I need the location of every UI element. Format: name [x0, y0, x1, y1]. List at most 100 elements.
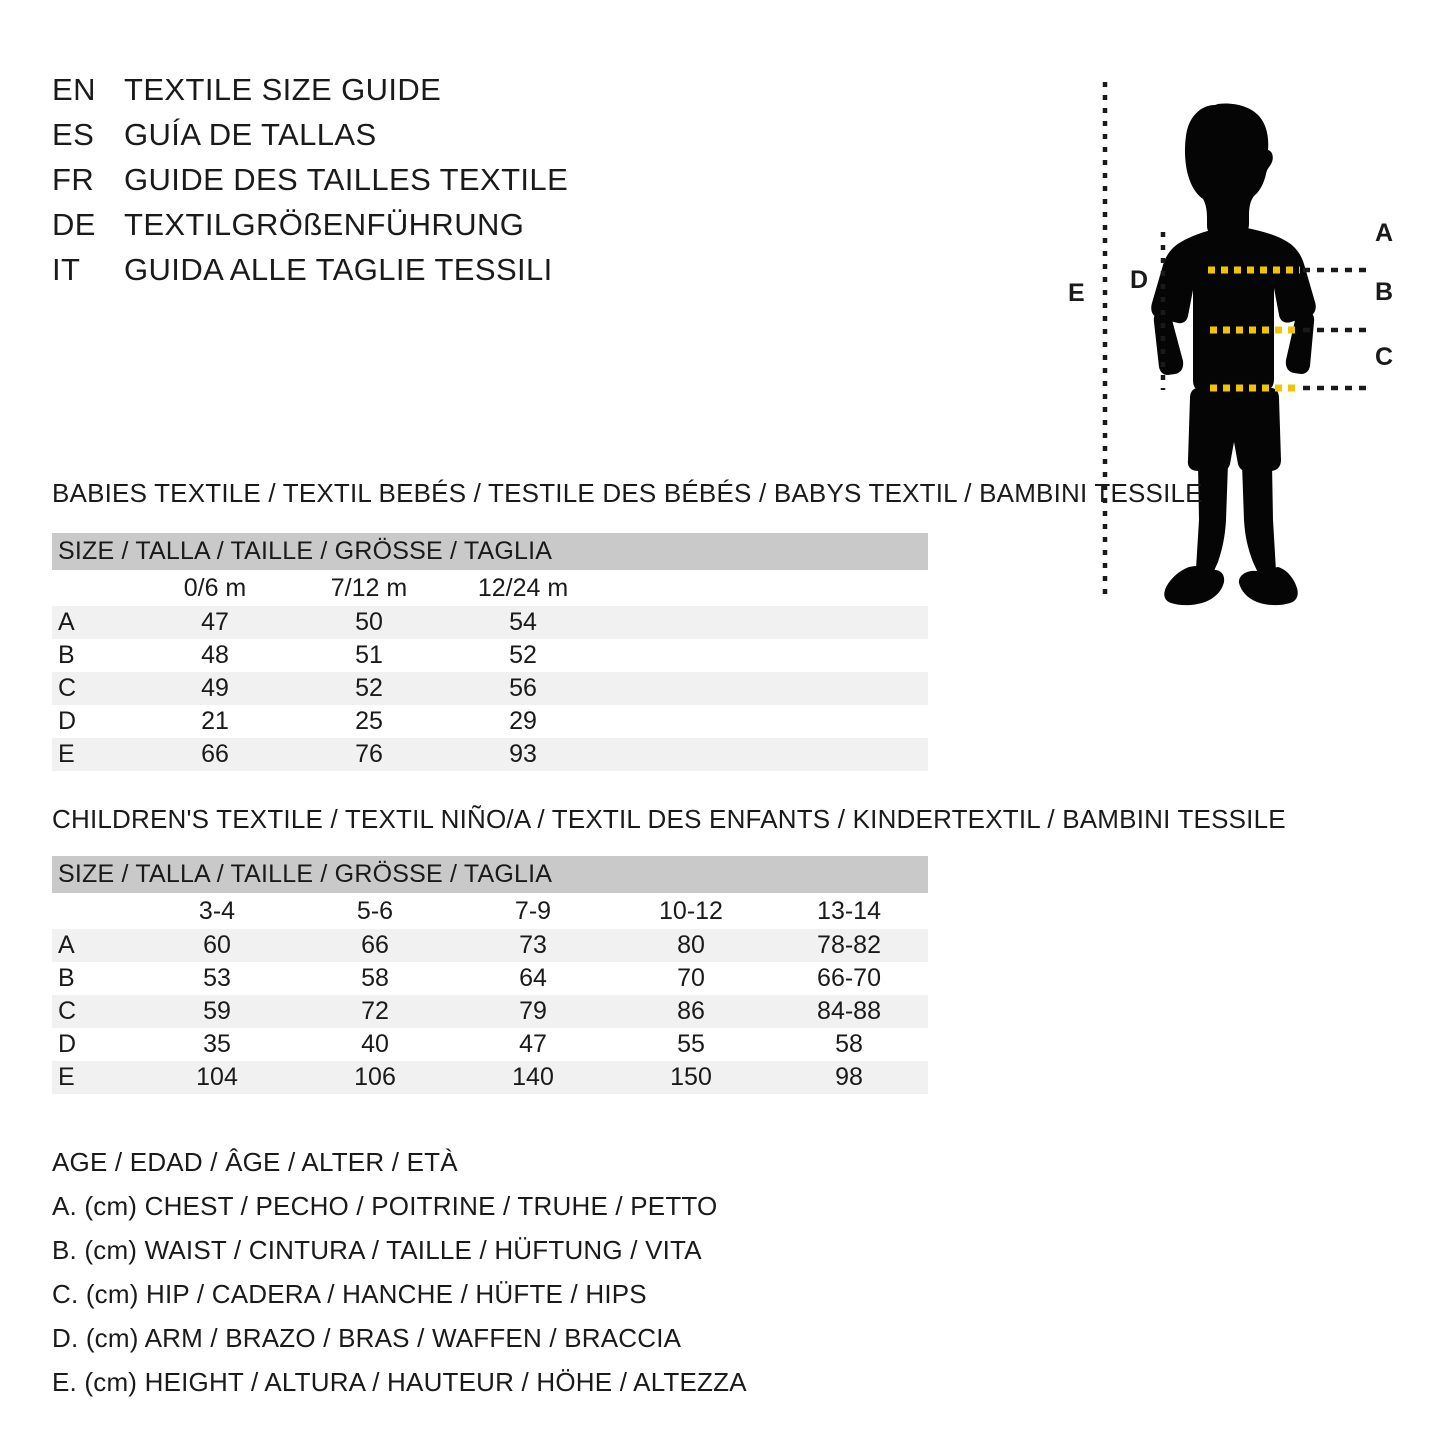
row-label: C — [52, 995, 138, 1028]
cell-value: 79 — [454, 995, 612, 1028]
language-title-es: GUÍA DE TALLAS — [124, 117, 377, 152]
cell-value: 70 — [612, 962, 770, 995]
pad-cell — [600, 606, 929, 639]
language-title-fr: GUIDE DES TAILLES TEXTILE — [124, 162, 569, 197]
babies-corner-cell — [52, 570, 138, 606]
table-row: E 104 106 140 150 98 — [52, 1061, 929, 1094]
child-silhouette-icon — [1102, 82, 1368, 606]
children-size-table: SIZE / TALLA / TAILLE / GRÖSSE / TAGLIA … — [52, 856, 929, 1094]
children-corner-cell — [52, 893, 138, 929]
cell-value: 58 — [296, 962, 454, 995]
children-column-header-row: 3-4 5-6 7-9 10-12 13-14 — [52, 893, 929, 929]
cell-value: 58 — [770, 1028, 929, 1061]
language-code-es: ES — [52, 117, 95, 152]
table-row: A 47 50 54 — [52, 606, 929, 639]
figure-label-c: C — [1375, 343, 1394, 371]
cell-value: 53 — [138, 962, 296, 995]
babies-size-table: SIZE / TALLA / TAILLE / GRÖSSE / TAGLIA … — [52, 533, 929, 771]
cell-value: 66-70 — [770, 962, 929, 995]
cell-value: 35 — [138, 1028, 296, 1061]
cell-value: 80 — [612, 929, 770, 962]
children-column-header: 5-6 — [296, 893, 454, 929]
cell-value: 106 — [296, 1061, 454, 1094]
row-label: C — [52, 672, 138, 705]
figure-label-b: B — [1375, 278, 1394, 306]
legend-line-a: A. (cm) CHEST / PECHO / POITRINE / TRUHE… — [52, 1190, 718, 1221]
row-label: A — [52, 929, 138, 962]
pad-cell — [600, 639, 929, 672]
cell-value: 104 — [138, 1061, 296, 1094]
cell-value: 66 — [138, 738, 292, 771]
cell-value: 50 — [292, 606, 446, 639]
babies-section-title: BABIES TEXTILE / TEXTIL BEBÉS / TESTILE … — [52, 478, 1203, 508]
table-row: B 48 51 52 — [52, 639, 929, 672]
legend-line-age: AGE / EDAD / ÂGE / ALTER / ETÀ — [52, 1146, 458, 1177]
pad-cell — [600, 672, 929, 705]
cell-value: 29 — [446, 705, 600, 738]
cell-value: 48 — [138, 639, 292, 672]
cell-value: 52 — [446, 639, 600, 672]
language-row-it: IT GUIDA ALLE TAGLIE TESSILI — [52, 252, 672, 297]
row-label: A — [52, 606, 138, 639]
babies-column-header: 12/24 m — [446, 570, 600, 606]
children-column-header: 13-14 — [770, 893, 929, 929]
language-title-block: EN TEXTILE SIZE GUIDE ES GUÍA DE TALLAS … — [52, 72, 672, 297]
row-label: E — [52, 1061, 138, 1094]
cell-value: 60 — [138, 929, 296, 962]
children-column-header: 10-12 — [612, 893, 770, 929]
language-code-fr: FR — [52, 162, 95, 197]
measurement-diagram — [1050, 50, 1445, 610]
language-title-en: TEXTILE SIZE GUIDE — [124, 72, 442, 107]
babies-table-band-row: SIZE / TALLA / TAILLE / GRÖSSE / TAGLIA — [52, 533, 929, 570]
language-title-de: TEXTILGRÖßENFÜHRUNG — [124, 207, 525, 242]
figure-label-d: D — [1130, 266, 1149, 294]
language-code-it: IT — [52, 252, 81, 287]
legend-line-b: B. (cm) WAIST / CINTURA / TAILLE / HÜFTU… — [52, 1234, 702, 1265]
pad-cell — [600, 738, 929, 771]
cell-value: 54 — [446, 606, 600, 639]
language-code-en: EN — [52, 72, 96, 107]
table-row: A 60 66 73 80 78-82 — [52, 929, 929, 962]
cell-value: 47 — [138, 606, 292, 639]
cell-value: 55 — [612, 1028, 770, 1061]
cell-value: 93 — [446, 738, 600, 771]
cell-value: 72 — [296, 995, 454, 1028]
babies-column-header-row: 0/6 m 7/12 m 12/24 m — [52, 570, 929, 606]
cell-value: 47 — [454, 1028, 612, 1061]
row-label: B — [52, 962, 138, 995]
babies-header-pad-cell — [600, 570, 929, 606]
legend-line-c: C. (cm) HIP / CADERA / HANCHE / HÜFTE / … — [52, 1278, 647, 1309]
cell-value: 150 — [612, 1061, 770, 1094]
children-column-header: 7-9 — [454, 893, 612, 929]
table-row: E 66 76 93 — [52, 738, 929, 771]
row-label: B — [52, 639, 138, 672]
cell-value: 49 — [138, 672, 292, 705]
table-row: D 21 25 29 — [52, 705, 929, 738]
cell-value: 84-88 — [770, 995, 929, 1028]
cell-value: 86 — [612, 995, 770, 1028]
row-label: D — [52, 705, 138, 738]
children-band-label: SIZE / TALLA / TAILLE / GRÖSSE / TAGLIA — [52, 856, 929, 893]
cell-value: 56 — [446, 672, 600, 705]
figure-label-a: A — [1375, 219, 1394, 247]
cell-value: 21 — [138, 705, 292, 738]
cell-value: 76 — [292, 738, 446, 771]
children-column-header: 3-4 — [138, 893, 296, 929]
legend-line-e: E. (cm) HEIGHT / ALTURA / HAUTEUR / HÖHE… — [52, 1366, 747, 1397]
language-code-de: DE — [52, 207, 96, 242]
cell-value: 66 — [296, 929, 454, 962]
pad-cell — [600, 705, 929, 738]
cell-value: 140 — [454, 1061, 612, 1094]
cell-value: 64 — [454, 962, 612, 995]
cell-value: 52 — [292, 672, 446, 705]
cell-value: 59 — [138, 995, 296, 1028]
language-row-fr: FR GUIDE DES TAILLES TEXTILE — [52, 162, 672, 207]
figure-label-e: E — [1068, 279, 1085, 307]
language-row-en: EN TEXTILE SIZE GUIDE — [52, 72, 672, 117]
table-row: B 53 58 64 70 66-70 — [52, 962, 929, 995]
table-row: D 35 40 47 55 58 — [52, 1028, 929, 1061]
table-row: C 59 72 79 86 84-88 — [52, 995, 929, 1028]
row-label: D — [52, 1028, 138, 1061]
children-section-title: CHILDREN'S TEXTILE / TEXTIL NIÑO/A / TEX… — [52, 804, 1286, 834]
